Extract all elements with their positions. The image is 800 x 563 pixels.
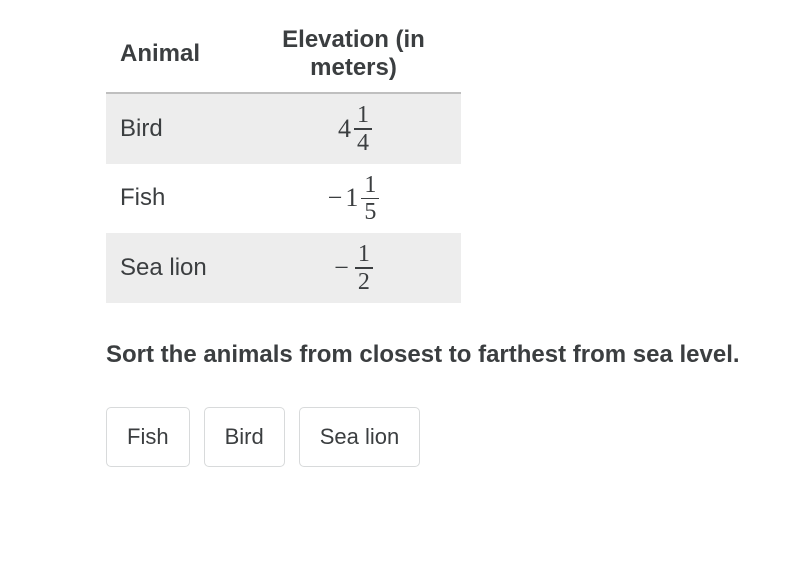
sign: −: [334, 255, 349, 281]
chip-fish[interactable]: Fish: [106, 407, 190, 467]
table-row: Fish − 1 1 5: [106, 164, 461, 234]
whole: 4: [338, 116, 351, 142]
mixed-number: − 1 2: [334, 241, 373, 295]
cell-elevation: − 1 2: [246, 233, 461, 303]
denominator: 4: [354, 130, 372, 156]
sign: −: [328, 185, 343, 211]
cell-animal: Sea lion: [106, 233, 246, 303]
cell-animal: Bird: [106, 93, 246, 164]
elevation-table: Animal Elevation (in meters) Bird 4 1 4: [106, 18, 461, 303]
chip-bird[interactable]: Bird: [204, 407, 285, 467]
table-row: Bird 4 1 4: [106, 93, 461, 164]
cell-animal: Fish: [106, 164, 246, 234]
chip-sea-lion[interactable]: Sea lion: [299, 407, 421, 467]
table-row: Sea lion − 1 2: [106, 233, 461, 303]
col-header-animal: Animal: [106, 18, 246, 93]
cell-elevation: 4 1 4: [246, 93, 461, 164]
mixed-number: 4 1 4: [335, 102, 372, 156]
col-header-elevation: Elevation (in meters): [246, 18, 461, 93]
cell-elevation: − 1 1 5: [246, 164, 461, 234]
whole: 1: [345, 185, 358, 211]
numerator: 1: [354, 102, 372, 128]
numerator: 1: [355, 241, 373, 267]
sortable-chips[interactable]: Fish Bird Sea lion: [106, 407, 800, 467]
fraction: 1 4: [354, 102, 372, 156]
numerator: 1: [361, 172, 379, 198]
fraction: 1 2: [355, 241, 373, 295]
question-prompt: Sort the animals from closest to farthes…: [106, 341, 800, 369]
fraction: 1 5: [361, 172, 379, 226]
denominator: 2: [355, 269, 373, 295]
mixed-number: − 1 1 5: [328, 172, 380, 226]
denominator: 5: [361, 199, 379, 225]
